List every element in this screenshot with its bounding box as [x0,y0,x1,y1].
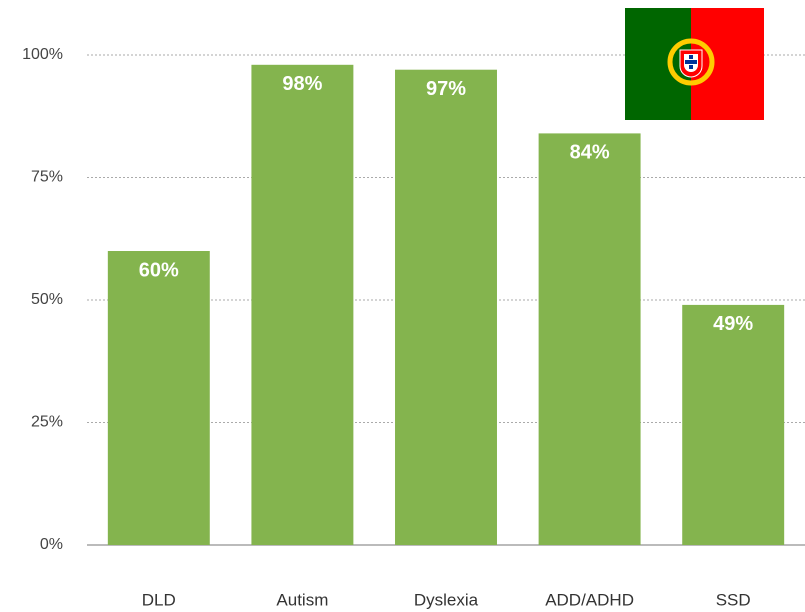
y-tick-label: 100% [22,46,63,63]
x-tick-label: ADD/ADHD [545,590,634,609]
x-tick-label: DLD [142,590,176,609]
value-label: 60% [139,259,179,281]
flag [625,8,764,120]
flag-quinas [685,55,697,69]
bar [682,304,785,545]
y-tick-label: 75% [31,169,63,186]
plot-area: 0% 25% 50% 75% 100% DLD 60% Autism 98% Dyslexia 97… [22,46,805,609]
x-tick-label: Autism [276,590,328,609]
bar [251,64,354,546]
bar [538,133,641,545]
value-label: 98% [282,73,322,95]
value-label: 97% [426,78,466,100]
value-label: 49% [713,313,753,335]
flag-sphere [667,38,715,86]
y-tick-label: 0% [40,536,63,553]
x-tick-label: Dyslexia [414,590,479,609]
bar [107,251,210,545]
x-tick-label: SSD [716,590,751,609]
value-label: 84% [570,142,610,164]
bar [395,69,497,545]
y-tick-label: 50% [31,291,63,308]
flag-red [691,8,764,120]
y-tick-label: 25% [31,414,63,431]
